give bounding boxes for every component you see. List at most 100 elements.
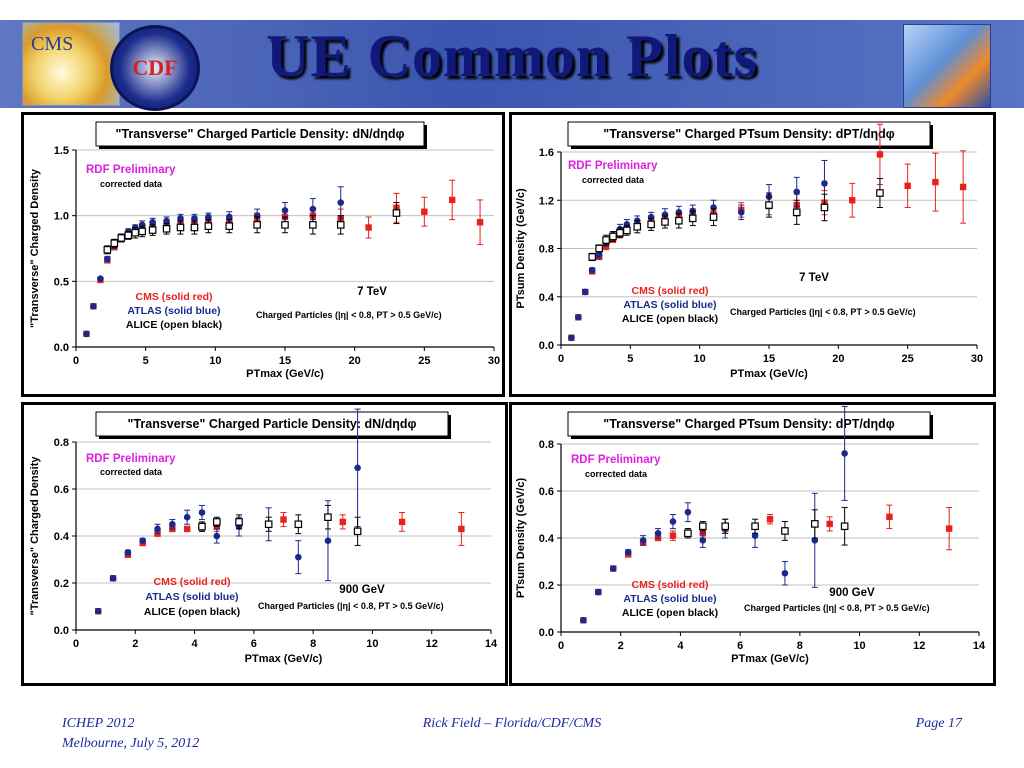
data-point-alice [661,218,669,226]
x-tick-label: 5 [143,355,149,367]
data-point-alice [588,253,597,261]
corrected-data-label: corrected data [100,467,163,477]
data-point-atlas [354,464,361,472]
data-point-atlas [191,214,198,222]
y-tick-label: 0.0 [539,340,554,352]
data-point-atlas [205,213,212,221]
x-tick-label: 30 [488,355,500,367]
data-point-alice [647,220,655,229]
data-point-atlas [595,588,602,596]
y-tick-label: 0.0 [54,342,69,354]
energy-label: 900 GeV [829,587,875,599]
chart-title: "Transverse" Charged PTsum Density: dPT/… [603,127,895,141]
x-tick-label: 2 [132,638,138,650]
chart-7tev-ptsum: 0.0 0.4 0.8 1.2 1.6 0 5 10 15 20 25 30 "Transverse" … [515,121,983,380]
data-point-cms [886,513,893,521]
data-point-cms [766,516,774,523]
y-tick-label: 0.8 [539,244,554,256]
chart-panel-7tev-density: 0.0 0.5 1.0 1.5 0 5 10 15 20 25 30 "Transverse" Cha… [21,112,505,397]
y-tick-label: 0.0 [539,627,554,639]
data-point-cms [876,151,884,158]
x-tick-label: 2 [618,640,624,652]
legend-entry: ATLAS (solid blue) [623,299,716,311]
x-tick-label: 4 [677,640,684,652]
data-point-alice [124,231,133,240]
legend-entry: ATLAS (solid blue) [623,593,716,605]
footer-author: Rick Field – Florida/CDF/CMS [422,716,602,731]
data-point-atlas [104,255,111,263]
data-point-atlas [669,518,677,525]
data-point-atlas [337,199,345,206]
data-point-atlas [225,213,233,221]
cuts-label: Charged Particles (|η| < 0.8, PT > 0.5 G… [256,310,442,320]
data-point-atlas [177,214,184,222]
cdf-logo-text: CDF [132,55,178,80]
data-point-atlas [684,508,692,516]
legend-entry: CMS (solid red) [153,576,230,588]
y-tick-label: 0.6 [54,484,69,496]
x-tick-label: 12 [426,638,438,650]
data-point-alice [117,234,126,242]
y-tick-label: 0.2 [539,580,554,592]
x-tick-label: 20 [832,353,844,365]
x-axis-label: PTmax (GeV/c) [246,368,324,380]
data-point-alice [751,522,759,531]
cuts-label: Charged Particles (|η| < 0.8, PT > 0.5 G… [744,603,930,613]
data-point-atlas [793,188,801,196]
x-tick-label: 15 [763,353,775,365]
data-point-alice [198,522,206,531]
chart-title-box [95,121,425,147]
x-axis-label: PTmax (GeV/c) [730,368,808,380]
y-axis-label: PTsum Density (GeV/c) [515,188,527,309]
data-point-alice [792,208,801,217]
x-tick-label: 6 [737,640,743,652]
x-tick-label: 8 [797,640,803,652]
data-point-alice [623,226,631,235]
x-tick-label: 30 [971,353,983,365]
data-point-cms [959,183,967,191]
cms-logo: CMS [22,22,120,106]
x-tick-label: 15 [279,355,291,367]
x-tick-label: 6 [251,638,257,650]
corrected-data-label: corrected data [100,179,163,189]
data-point-alice [810,520,819,528]
data-point-alice [721,522,730,531]
data-point-alice [602,236,610,244]
rdf-preliminary-label: RDF Preliminary [571,454,661,466]
chart-900gev-density: 0.0 0.2 0.4 0.6 0.8 0 2 4 6 8 10 12 14 "Transverse" C… [29,408,498,665]
data-point-atlas [295,553,302,561]
x-tick-label: 8 [310,638,316,650]
x-tick-label: 20 [349,355,361,367]
data-point-atlas [94,607,102,615]
data-point-atlas [97,275,104,283]
data-point-cms [365,224,372,231]
data-point-atlas [841,450,848,457]
x-tick-label: 0 [73,355,79,367]
x-tick-label: 10 [366,638,378,650]
series-alice [198,504,362,546]
x-tick-label: 14 [973,640,986,652]
chart-title-box [95,411,449,437]
x-tick-label: 4 [192,638,199,650]
data-point-cms [932,178,939,186]
data-point-alice [294,520,303,529]
data-point-atlas [654,530,662,537]
data-point-cms [849,197,856,204]
data-point-cms [398,518,406,526]
cdf-logo: CDF [110,25,200,111]
rdf-preliminary-label: RDF Preliminary [568,160,658,172]
data-point-alice [353,527,362,536]
legend-entry: ALICE (open black) [126,319,222,331]
x-tick-label: 0 [73,638,79,650]
y-axis-label: "Transverse" Charged Density [29,168,41,328]
data-point-alice [392,209,401,217]
cms-logo-text: CMS [31,33,74,55]
x-tick-label: 0 [558,353,564,365]
x-tick-label: 0 [558,640,564,652]
legend-entry: ATLAS (solid blue) [145,591,238,603]
series-alice [103,202,401,255]
x-tick-label: 14 [485,638,498,650]
footer-page-number: Page 17 [915,716,962,731]
y-tick-label: 0.6 [539,486,554,498]
data-point-alice [595,244,603,253]
